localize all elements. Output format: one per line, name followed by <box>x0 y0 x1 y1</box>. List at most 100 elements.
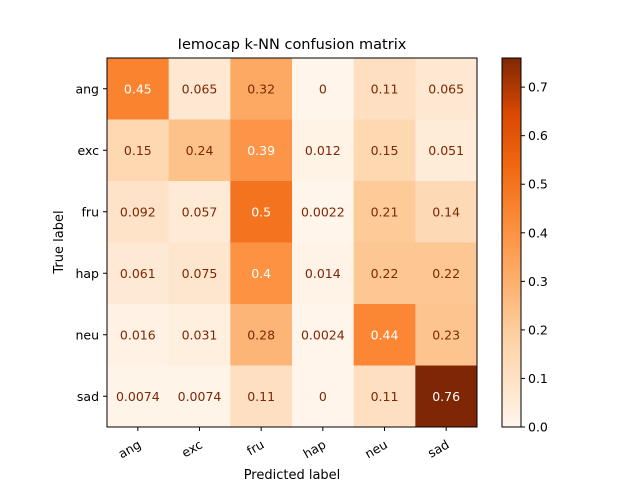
heatmap-cell <box>168 119 231 182</box>
heatmap-cell <box>353 304 416 366</box>
x-axis-label: Predicted label <box>244 468 341 480</box>
heatmap-cell <box>292 304 355 366</box>
x-tick-label: hap <box>300 437 328 462</box>
cell-value-label: 0.15 <box>124 143 152 158</box>
x-tick-label: exc <box>179 437 205 461</box>
heatmap-cell <box>353 365 416 428</box>
x-tick-label: neu <box>362 437 390 462</box>
x-tick-label: ang <box>115 437 143 462</box>
x-tick-label: fru <box>244 437 267 459</box>
heatmap-cell <box>415 181 478 243</box>
cell-value-label: 0.0074 <box>116 389 160 404</box>
heatmap-cell <box>415 365 478 428</box>
heatmap-cell <box>230 58 293 120</box>
colorbar-tick-label: 0.1 <box>528 371 548 386</box>
cell-value-label: 0.22 <box>371 266 399 281</box>
cell-value-label: 0.057 <box>182 204 218 219</box>
heatmap-cell <box>292 242 355 305</box>
colorbar-tick-label: 0.6 <box>528 128 548 143</box>
y-tick-label: exc <box>77 143 99 158</box>
cell-value-label: 0.23 <box>432 327 460 342</box>
heatmap-cell <box>168 242 231 305</box>
cell-value-label: 0 <box>319 81 327 96</box>
y-tick-label: ang <box>75 81 99 96</box>
cell-value-label: 0.0074 <box>178 389 222 404</box>
cell-value-label: 0.21 <box>371 204 399 219</box>
colorbar-tick-label: 0.5 <box>528 177 548 192</box>
cell-value-label: 0.14 <box>432 204 460 219</box>
colorbar-tick-label: 0.7 <box>528 80 548 95</box>
cell-value-label: 0.075 <box>182 266 218 281</box>
heatmap-cell <box>168 181 231 243</box>
cell-value-label: 0.44 <box>371 327 399 342</box>
heatmap-cell <box>107 304 170 366</box>
heatmap-cell <box>292 365 355 428</box>
heatmap-cell <box>107 365 170 428</box>
heatmap-cell <box>230 181 293 243</box>
cell-value-label: 0.014 <box>305 266 341 281</box>
colorbar-tick-label: 0.2 <box>528 322 548 337</box>
heatmap-cell <box>107 119 170 182</box>
cell-value-label: 0.065 <box>428 81 464 96</box>
heatmap-cell <box>353 181 416 243</box>
heatmap-cell <box>107 181 170 243</box>
plot-frame <box>106 57 478 428</box>
heatmap-cell <box>168 304 231 366</box>
heatmap-cell <box>353 58 416 120</box>
cell-value-label: 0.39 <box>247 143 275 158</box>
cell-value-label: 0.11 <box>247 389 275 404</box>
heatmap-cell <box>168 58 231 120</box>
y-axis: ang exc fru hap neu sad <box>75 81 107 404</box>
y-tick-label: hap <box>75 266 99 281</box>
y-tick-label: sad <box>77 389 99 404</box>
cell-value-label: 0.11 <box>371 81 399 96</box>
cell-value-label: 0.22 <box>432 266 460 281</box>
cell-value-label: 0.012 <box>305 143 341 158</box>
cell-value-label: 0 <box>319 389 327 404</box>
heatmap-cell <box>107 242 170 305</box>
cell-value-label: 0.76 <box>432 389 460 404</box>
heatmap-cell <box>168 365 231 428</box>
heatmap-cell <box>415 242 478 305</box>
chart-title: Iemocap k-NN confusion matrix <box>178 37 407 53</box>
heatmap-cell <box>415 119 478 182</box>
x-tick-label: sad <box>425 437 452 461</box>
colorbar-axis: 0.0 0.1 0.2 0.3 0.4 0.5 0.6 0.7 <box>521 80 548 435</box>
cell-value-label: 0.4 <box>251 266 271 281</box>
cell-value-label: 0.031 <box>182 327 218 342</box>
heatmap-cell <box>292 181 355 243</box>
cell-value-label: 0.065 <box>182 81 218 96</box>
cell-value-label: 0.45 <box>124 81 152 96</box>
heatmap-cell <box>292 58 355 120</box>
heatmap-cell <box>230 304 293 366</box>
cell-value-label: 0.15 <box>371 143 399 158</box>
heatmap-cell <box>230 119 293 182</box>
heatmap-cell <box>415 304 478 366</box>
colorbar-tick-label: 0.0 <box>528 420 548 435</box>
colorbar-tick-label: 0.3 <box>528 274 548 289</box>
heatmap-cell <box>353 242 416 305</box>
cell-value-label: 0.016 <box>120 327 156 342</box>
cell-value-label: 0.051 <box>428 143 464 158</box>
cell-value-label: 0.11 <box>371 389 399 404</box>
heatmap-cell <box>107 58 170 120</box>
y-axis-label: True label <box>52 210 67 274</box>
colorbar-tick-label: 0.4 <box>528 225 548 240</box>
cell-value-label: 0.32 <box>247 81 275 96</box>
cell-value-label: 0.24 <box>186 143 214 158</box>
cell-value-label: 0.092 <box>120 204 156 219</box>
heatmap-cell <box>230 365 293 428</box>
cell-value-label: 0.0022 <box>301 204 345 219</box>
heatmap-cell <box>230 242 293 305</box>
heatmap-cell <box>415 58 478 120</box>
heatmap-cell <box>353 119 416 182</box>
y-tick-label: fru <box>82 204 99 219</box>
x-axis: ang exc fru hap neu sad <box>115 427 452 462</box>
heatmap-cells: 0.45 0.065 0.32 0 0.11 0.065 0.15 0.24 0.39 0.012… <box>107 58 478 428</box>
cell-value-label: 0.061 <box>120 266 156 281</box>
heatmap-cell <box>292 119 355 182</box>
colorbar <box>501 57 522 428</box>
y-tick-label: neu <box>75 327 99 342</box>
cell-value-label: 0.28 <box>247 327 275 342</box>
